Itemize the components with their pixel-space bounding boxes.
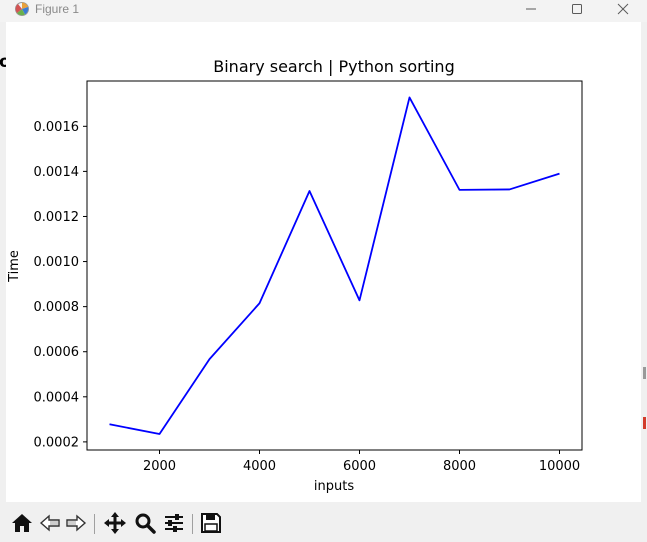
y-tick-label: 0.0010 [34, 255, 80, 270]
x-tick-label: 2000 [143, 459, 176, 474]
plot-area [86, 80, 583, 451]
minimize-icon [526, 8, 536, 10]
x-tick-label: 6000 [343, 459, 376, 474]
back-button[interactable] [37, 510, 63, 536]
x-tick-label: 8000 [443, 459, 476, 474]
series-layer [109, 96, 560, 435]
y-tick-label: 0.0006 [34, 345, 80, 360]
save-floppy-icon [201, 513, 221, 533]
save-button[interactable] [198, 510, 224, 536]
chart-title: Binary search | Python sorting [213, 57, 454, 76]
pan-button[interactable] [102, 510, 128, 536]
matplotlib-app-icon [15, 2, 29, 16]
configure-subplots-icon [165, 514, 183, 532]
zoom-button[interactable] [132, 510, 158, 536]
line-chart: Binary search | Python sorting 2000 4000 6… [7, 57, 583, 494]
series-line [109, 96, 560, 435]
y-tick-label: 0.0014 [34, 165, 80, 180]
figure-canvas[interactable]: Binary search | Python sorting 2000 4000 6… [6, 22, 641, 502]
y-tick-label: 0.0004 [34, 390, 80, 405]
zoom-magnifier-icon [135, 513, 156, 534]
forward-arrow-icon [66, 514, 87, 532]
x-axis-label: inputs [314, 479, 354, 494]
maximize-icon [572, 4, 582, 14]
pan-move-icon [104, 512, 126, 534]
maximize-button[interactable] [554, 0, 600, 18]
forward-button[interactable] [63, 510, 89, 536]
y-axis-label: Time [7, 250, 22, 283]
edge-marker-red [643, 417, 646, 429]
configure-subplots-button[interactable] [161, 510, 187, 536]
y-axis-ticks: 0.0002 0.0004 0.0006 0.0008 0.0010 0.0012 0.00… [34, 120, 87, 450]
navigation-toolbar [0, 502, 647, 542]
window-title: Figure 1 [35, 2, 80, 16]
left-window-edge: o [0, 22, 11, 542]
right-window-edge [641, 22, 647, 542]
home-icon [12, 514, 32, 532]
edge-marker [643, 367, 646, 379]
close-icon [617, 3, 629, 15]
toolbar-separator [94, 514, 95, 534]
y-tick-label: 0.0012 [34, 210, 80, 225]
toolbar-separator [192, 514, 193, 534]
x-tick-label: 10000 [539, 459, 580, 474]
close-button[interactable] [600, 0, 646, 18]
y-tick-label: 0.0002 [34, 435, 80, 450]
minimize-button[interactable] [508, 0, 554, 18]
y-tick-label: 0.0016 [34, 120, 80, 135]
home-button[interactable] [9, 510, 35, 536]
y-tick-label: 0.0008 [34, 300, 80, 315]
back-arrow-icon [39, 514, 60, 532]
edge-glyph: o [0, 52, 11, 72]
x-axis-ticks: 2000 4000 6000 8000 10000 [143, 450, 580, 474]
window-titlebar: Figure 1 [0, 0, 647, 22]
x-tick-label: 4000 [243, 459, 276, 474]
